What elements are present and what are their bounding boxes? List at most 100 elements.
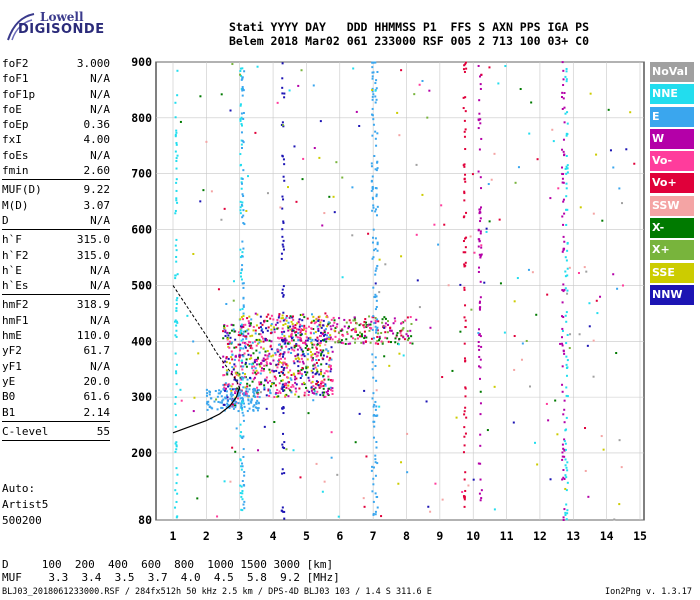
echo-point xyxy=(304,371,307,374)
echo-point xyxy=(316,343,319,346)
echo-point xyxy=(461,490,464,493)
echo-point xyxy=(621,284,624,287)
echo-point xyxy=(240,275,243,278)
echo-point xyxy=(210,190,213,193)
echo-point xyxy=(242,296,245,299)
echo-point xyxy=(308,348,311,351)
echo-point xyxy=(359,323,362,326)
echo-point xyxy=(238,355,241,358)
echo-point xyxy=(239,118,242,121)
echo-point xyxy=(239,434,242,437)
echo-point xyxy=(285,366,288,369)
echo-point xyxy=(242,503,245,506)
echo-point xyxy=(561,181,564,184)
echo-point xyxy=(324,328,327,331)
echo-point xyxy=(226,371,229,374)
echo-point xyxy=(371,397,374,400)
echo-point xyxy=(315,361,318,364)
echo-point xyxy=(242,286,245,289)
echo-point xyxy=(299,339,302,342)
echo-point xyxy=(311,391,314,394)
echo-point xyxy=(390,329,393,332)
echo-point xyxy=(255,344,258,347)
echo-point xyxy=(562,150,565,153)
echo-point xyxy=(176,492,179,495)
echo-point xyxy=(306,366,309,369)
param-row: C-level 55 xyxy=(2,424,110,439)
echo-point xyxy=(230,323,233,326)
echo-point xyxy=(297,84,300,87)
echo-point xyxy=(241,368,244,371)
echo-point xyxy=(240,124,243,127)
echo-point xyxy=(377,339,380,342)
echo-point xyxy=(517,166,520,169)
x-tick-label: 12 xyxy=(533,529,547,543)
echo-point xyxy=(325,348,328,351)
echo-point xyxy=(351,186,354,189)
echo-point xyxy=(276,350,279,353)
echo-point xyxy=(310,320,313,323)
echo-point xyxy=(240,182,243,185)
echo-point xyxy=(275,391,278,394)
echo-point xyxy=(242,435,245,438)
echo-point xyxy=(223,383,226,386)
echo-point xyxy=(311,359,314,362)
echo-point xyxy=(259,315,262,318)
echo-point xyxy=(224,360,227,363)
echo-point xyxy=(319,344,322,347)
echo-point xyxy=(549,478,552,481)
echo-point xyxy=(242,282,245,285)
echo-point xyxy=(536,463,539,466)
echo-point xyxy=(400,322,403,325)
echo-point xyxy=(365,455,368,458)
echo-point xyxy=(513,335,516,338)
echo-point xyxy=(240,326,243,329)
echo-point xyxy=(479,232,482,235)
param-value: N/A xyxy=(90,102,110,116)
echo-point xyxy=(464,489,467,492)
echo-point xyxy=(249,335,252,338)
echo-point xyxy=(174,396,177,399)
echo-point xyxy=(175,363,178,366)
echo-point xyxy=(565,223,568,226)
echo-point xyxy=(290,378,293,381)
echo-point xyxy=(322,319,325,322)
echo-point xyxy=(329,386,332,389)
echo-point xyxy=(241,67,244,70)
echo-point xyxy=(298,344,301,347)
echo-point xyxy=(274,378,277,381)
echo-point xyxy=(247,399,250,402)
echo-point xyxy=(317,329,320,332)
echo-point xyxy=(239,209,242,212)
param-name: foE xyxy=(2,102,22,116)
echo-point xyxy=(281,468,284,471)
echo-point xyxy=(565,416,568,419)
echo-point xyxy=(226,331,229,334)
echo-point xyxy=(373,154,376,157)
echo-point xyxy=(240,116,243,119)
echo-point xyxy=(235,346,238,349)
echo-point xyxy=(270,314,273,317)
echo-point xyxy=(294,381,297,384)
echo-point xyxy=(585,270,588,273)
echo-point xyxy=(478,212,481,215)
echo-point xyxy=(296,344,299,347)
echo-point xyxy=(269,345,272,348)
echo-point xyxy=(433,223,436,226)
echo-point xyxy=(374,474,377,477)
echo-point xyxy=(325,369,328,372)
echo-point xyxy=(325,315,328,318)
echo-point xyxy=(342,334,345,337)
param-name: fmin xyxy=(2,164,29,178)
echo-point xyxy=(207,403,210,406)
echo-point xyxy=(298,325,301,328)
echo-point xyxy=(618,439,621,442)
param-group-virtual-heights: h`F 315.0 h`F2 315.0 h`E N/A h`Es N/A xyxy=(2,232,110,293)
echo-point xyxy=(478,208,481,211)
x-tick-label: 11 xyxy=(500,529,514,543)
echo-point xyxy=(477,340,480,343)
echo-point xyxy=(236,379,239,382)
echo-point xyxy=(374,269,377,272)
echo-point xyxy=(562,283,565,286)
echo-point xyxy=(315,318,318,321)
